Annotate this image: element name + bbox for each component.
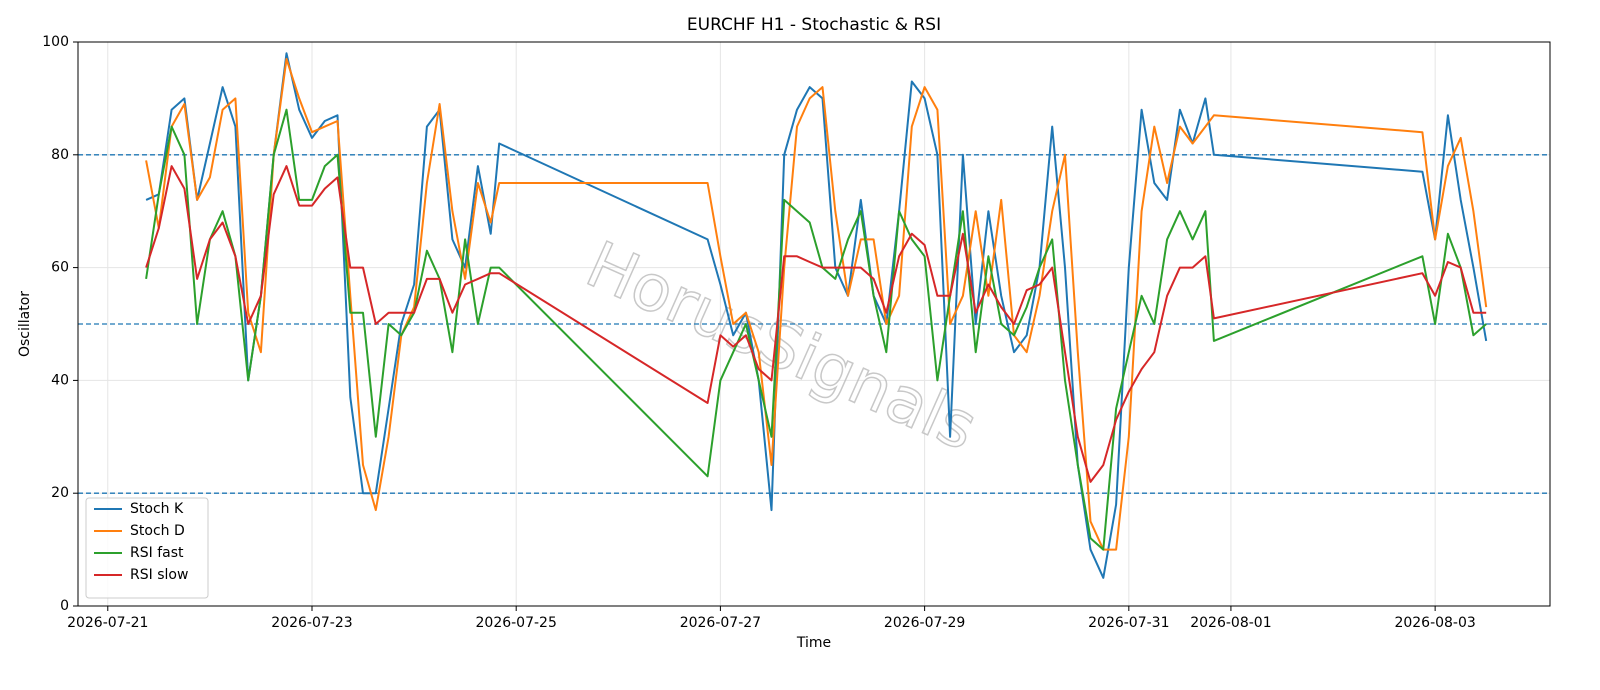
y-tick-label: 40 xyxy=(51,372,69,388)
x-tick-label: 2026-07-23 xyxy=(271,615,352,631)
y-tick-label: 60 xyxy=(51,260,69,276)
y-tick-label: 100 xyxy=(42,34,69,50)
x-tick-label: 2026-07-25 xyxy=(476,615,557,631)
legend-label: Stoch D xyxy=(130,523,185,539)
chart-title: EURCHF H1 - Stochastic & RSI xyxy=(687,15,941,35)
x-tick-label: 2026-07-29 xyxy=(884,615,965,631)
series-line xyxy=(145,108,1487,551)
x-axis-label: Time xyxy=(796,635,831,651)
legend-box xyxy=(85,497,209,599)
y-tick-label: 0 xyxy=(60,598,69,614)
x-tick-label: 2026-07-27 xyxy=(680,615,761,631)
y-tick-label: 20 xyxy=(51,485,69,501)
x-tick-label: 2026-08-01 xyxy=(1190,615,1271,631)
legend-label: Stoch K xyxy=(130,501,184,517)
series-line xyxy=(145,57,1488,551)
x-tick-label: 2026-08-03 xyxy=(1394,615,1475,631)
plot-frame xyxy=(77,41,1551,607)
legend-label: RSI fast xyxy=(130,545,184,561)
series-line xyxy=(145,165,1487,483)
y-axis-label: Oscillator xyxy=(17,291,33,357)
x-tick-label: 2026-07-21 xyxy=(67,615,148,631)
series-line xyxy=(145,52,1488,579)
legend-label: RSI slow xyxy=(130,567,188,583)
y-tick-label: 80 xyxy=(51,147,69,163)
legend: Stoch K Stoch D RSI fast RSI slow xyxy=(85,497,209,599)
x-tick-label: 2026-07-31 xyxy=(1088,615,1169,631)
